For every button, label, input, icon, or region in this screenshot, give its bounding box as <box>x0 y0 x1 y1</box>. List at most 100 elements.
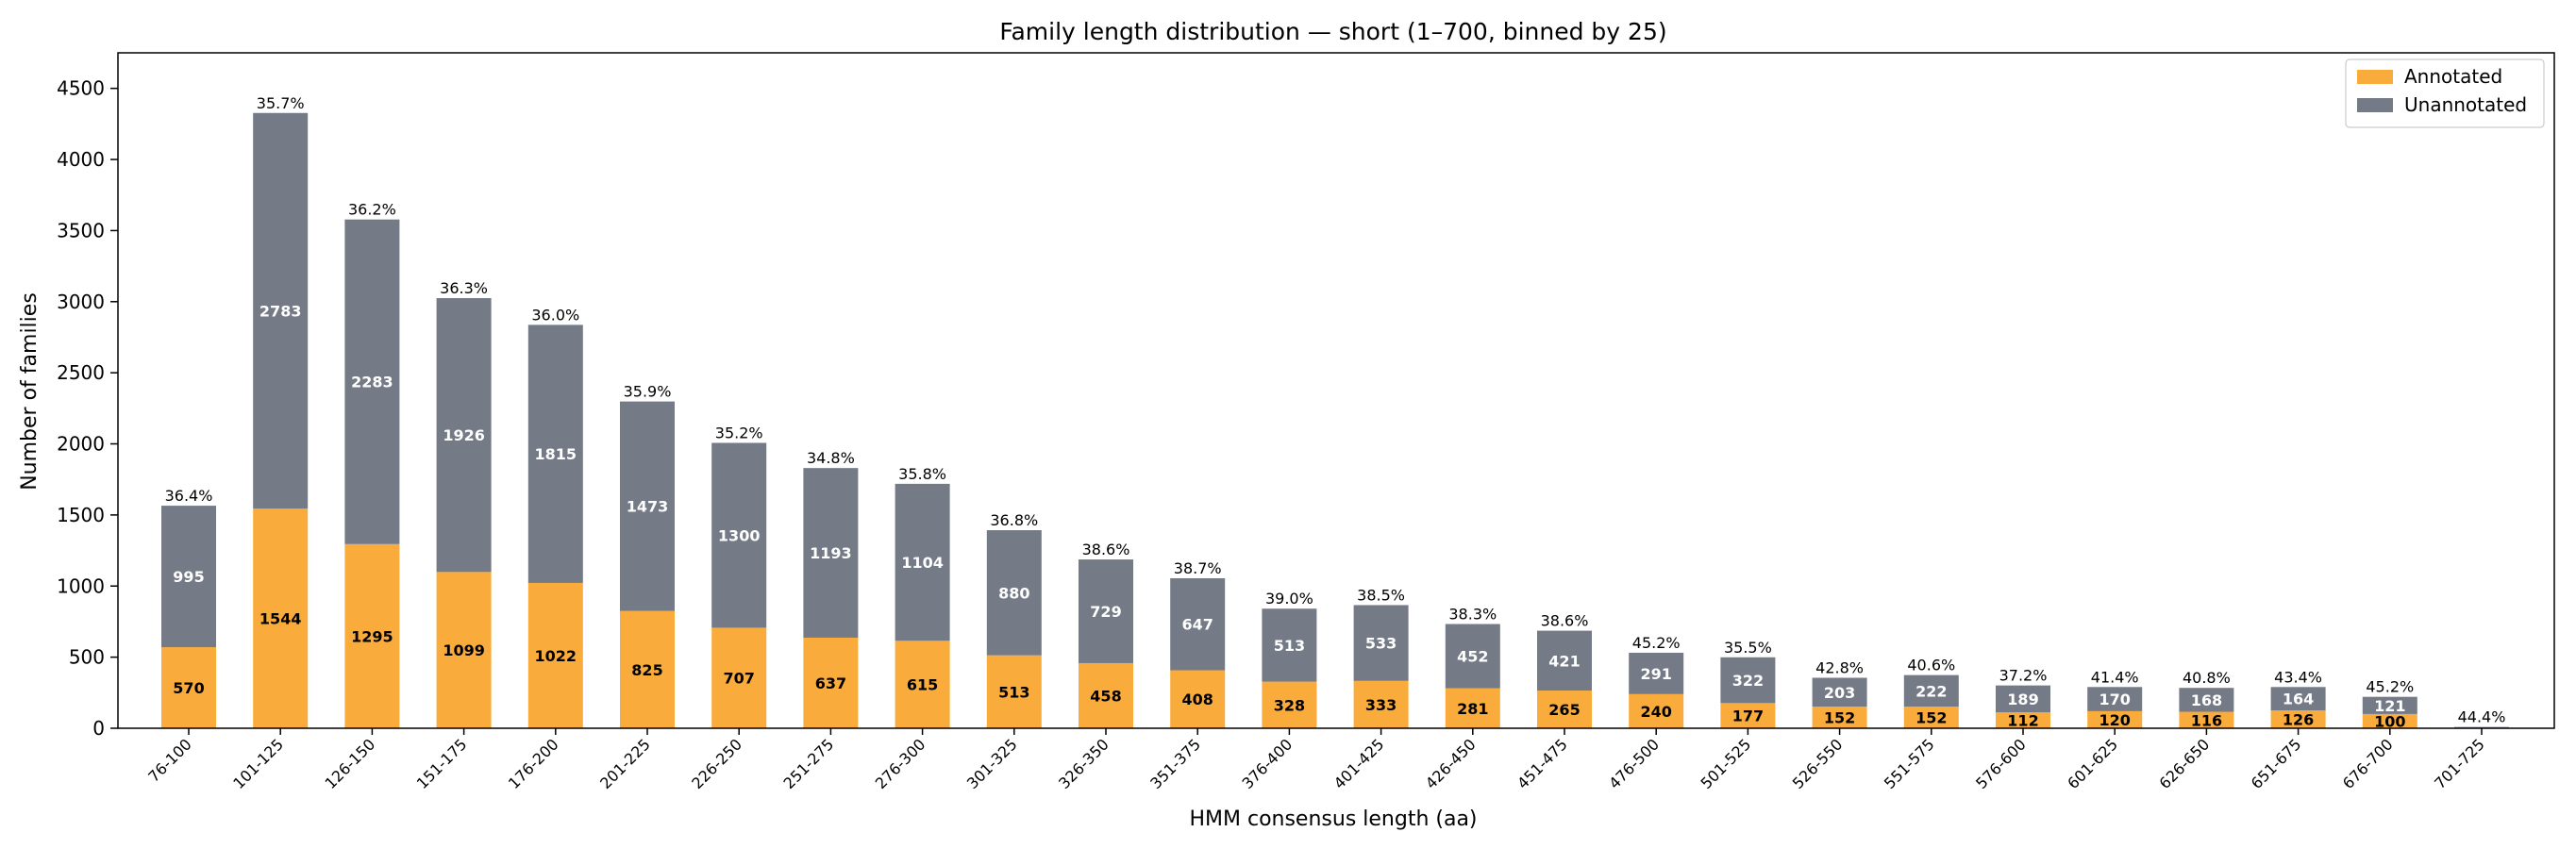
y-tick-label: 4000 <box>57 148 105 171</box>
bar-label-annotated: 152 <box>1915 709 1947 727</box>
bar-label-unannotated: 421 <box>1548 652 1580 670</box>
plot-frame <box>117 52 2555 729</box>
percent-label: 37.2% <box>1999 667 2048 685</box>
bar-label-annotated: 637 <box>815 674 846 692</box>
percent-label: 40.8% <box>2183 669 2231 687</box>
bar-label-unannotated: 189 <box>2007 691 2038 708</box>
bar-label-annotated: 1544 <box>259 610 302 628</box>
bar-label-annotated: 1099 <box>443 641 485 659</box>
y-tick-label: 1500 <box>57 504 105 526</box>
bar-annotated <box>1445 688 1500 728</box>
bar-label-unannotated: 222 <box>1915 682 1947 700</box>
percent-label: 36.8% <box>990 511 1038 529</box>
y-tick-label: 2000 <box>57 433 105 456</box>
legend: Annotated Unannotated <box>2345 58 2545 128</box>
bar-annotated <box>1170 670 1226 728</box>
bar-label-unannotated: 2783 <box>259 303 302 321</box>
chart-title: Family length distribution — short (1–70… <box>999 18 1666 45</box>
bar-label-unannotated: 170 <box>2099 691 2130 708</box>
bar-label-unannotated: 452 <box>1457 648 1488 666</box>
bar-label-annotated: 458 <box>1090 687 1121 705</box>
bar-annotated <box>1079 662 1133 728</box>
percent-label: 35.7% <box>257 94 305 112</box>
y-tick-label: 2500 <box>57 361 105 384</box>
x-tick-label: 601-625 <box>2064 735 2121 792</box>
legend-label: Unannotated <box>2404 93 2527 116</box>
bar-label-unannotated: 2283 <box>351 374 393 391</box>
percent-label: 39.0% <box>1265 590 1313 608</box>
x-tick-label: 651-675 <box>2248 735 2305 792</box>
x-tick-label: 151-175 <box>413 735 471 792</box>
x-tick-label: 376-400 <box>1239 735 1296 792</box>
percent-label: 38.5% <box>1357 586 1405 604</box>
percent-label: 35.2% <box>715 424 763 441</box>
bar-unannotated <box>161 506 216 648</box>
bar-label-unannotated: 647 <box>1181 616 1213 634</box>
percent-label: 44.4% <box>2458 708 2506 726</box>
bar-unannotated <box>1629 652 1684 694</box>
bar-annotated <box>1903 707 1959 728</box>
bar-unannotated <box>1353 605 1409 681</box>
percent-label: 45.2% <box>1632 634 1681 652</box>
bar-label-annotated: 100 <box>2374 712 2405 730</box>
x-tick-label: 301-325 <box>963 735 1021 792</box>
bar-annotated <box>895 641 950 728</box>
bar-label-unannotated: 995 <box>173 568 204 586</box>
bar-label-unannotated: 1473 <box>627 498 669 516</box>
bar-label-unannotated: 1193 <box>810 544 852 562</box>
legend-swatch <box>2357 98 2393 112</box>
bar-label-unannotated: 121 <box>2374 697 2405 715</box>
percent-label: 35.5% <box>1724 639 1772 657</box>
x-tick-label: 401-425 <box>1330 735 1388 792</box>
x-tick-label: 676-700 <box>2339 735 2397 792</box>
bar-unannotated <box>1170 577 1226 671</box>
x-tick-label: 276-300 <box>872 735 929 792</box>
bar-label-annotated: 1295 <box>351 627 393 645</box>
percent-label: 38.3% <box>1448 606 1497 624</box>
percent-label: 36.2% <box>348 201 396 219</box>
percent-label: 38.6% <box>1082 541 1130 558</box>
bar-unannotated <box>895 483 950 641</box>
bar-label-annotated: 126 <box>2283 711 2314 729</box>
y-tick-label: 3000 <box>57 291 105 313</box>
bar-label-annotated: 265 <box>1548 701 1580 719</box>
bar-label-annotated: 112 <box>2007 712 2038 730</box>
plot-area: 0 500 1000 1500 2000 2500 3000 3500 4000 4500 570 9… <box>57 77 2509 792</box>
bar-label-annotated: 1022 <box>535 647 577 665</box>
bar-unannotated <box>1903 674 1959 708</box>
bar-label-unannotated: 1300 <box>718 526 761 544</box>
x-tick-label: 626-650 <box>2156 735 2214 792</box>
bar-label-annotated: 513 <box>998 683 1029 701</box>
x-tick-label: 251-275 <box>780 735 838 792</box>
bar-unannotated <box>1262 608 1317 682</box>
bar-annotated <box>1353 680 1409 728</box>
y-tick-label: 0 <box>92 717 105 740</box>
x-tick-label: 526-550 <box>1789 735 1847 792</box>
percent-label: 35.9% <box>624 383 672 401</box>
bar-label-annotated: 240 <box>1640 703 1671 721</box>
bar-annotated <box>344 543 400 728</box>
bar-unannotated <box>1537 630 1592 691</box>
x-tick-label: 101-125 <box>229 735 287 792</box>
bar-label-unannotated: 1926 <box>443 426 485 444</box>
bar-annotated <box>711 627 767 728</box>
bar-label-unannotated: 291 <box>1640 665 1671 683</box>
bar-label-annotated: 615 <box>907 676 938 694</box>
bar-label-annotated: 825 <box>631 661 662 679</box>
percent-label: 36.4% <box>165 487 213 505</box>
bar-label-annotated: 120 <box>2099 711 2130 729</box>
percent-label: 42.8% <box>1815 658 1864 676</box>
bar-annotated <box>436 572 492 728</box>
bar-label-unannotated: 203 <box>1824 684 1855 702</box>
percent-label: 36.0% <box>531 306 579 324</box>
percent-label: 38.6% <box>1541 612 1589 630</box>
x-tick-label: 551-575 <box>1881 735 1938 792</box>
percent-label: 43.4% <box>2274 668 2322 686</box>
bar-unannotated <box>803 468 859 638</box>
bar-annotated <box>253 508 309 728</box>
x-tick-label: 701-725 <box>2431 735 2488 792</box>
bar-label-unannotated: 164 <box>2283 691 2314 708</box>
bar-label-unannotated: 729 <box>1090 603 1121 621</box>
x-tick-label: 451-475 <box>1514 735 1571 792</box>
